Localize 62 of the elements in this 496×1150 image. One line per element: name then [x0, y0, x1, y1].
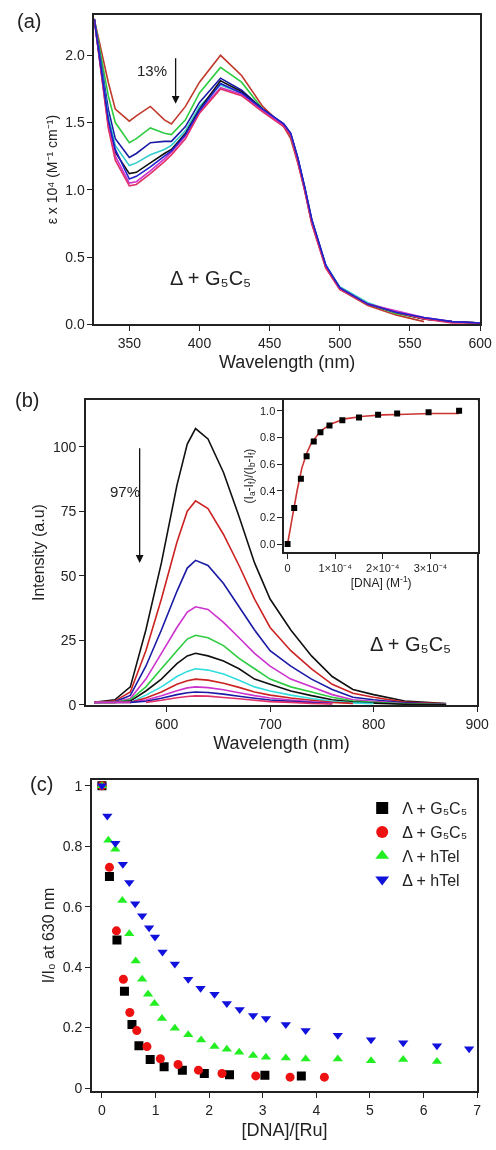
y-tick-label: 0 — [74, 1079, 83, 1096]
x-tick-label: 1 — [151, 1101, 160, 1118]
y-tick-label: 0 — [68, 696, 77, 713]
x-tick-label: 2×10⁻⁴ — [366, 561, 400, 574]
x-axis-title: [DNA]/[Ru] — [241, 1119, 328, 1140]
y-axis-title: Intensity (a.u) — [30, 504, 48, 602]
y-tick-label: 50 — [60, 567, 77, 584]
x-tick-label: 900 — [465, 715, 490, 732]
x-tick-label: 400 — [187, 334, 212, 351]
x-axis-title: Wavelength (nm) — [213, 733, 350, 754]
x-tick-label: 550 — [398, 334, 422, 351]
y-tick-label: 2.0 — [65, 47, 85, 64]
x-tick-label: 2 — [205, 1101, 214, 1118]
y-tick-label: 0.2 — [62, 1019, 83, 1036]
text: (c) — [30, 773, 54, 795]
y-tick-label: 0.5 — [65, 248, 85, 265]
annotation: 97% — [110, 483, 141, 500]
y-tick-label: 0.6 — [62, 898, 83, 915]
annotation: 13% — [137, 62, 168, 79]
x-tick-label: 0 — [98, 1101, 107, 1118]
x-axis-title: Wavelength (nm) — [218, 352, 356, 373]
y-axis-title: I/I₀ at 630 nm — [40, 887, 58, 984]
legend-label: Δ + G₅C₅ — [402, 824, 468, 842]
legend-label: Λ + hTel — [402, 847, 460, 865]
text: (b) — [15, 389, 40, 411]
text: (a) — [17, 10, 42, 32]
x-tick-label: 500 — [328, 334, 352, 351]
y-tick-label: 0.0 — [259, 537, 276, 550]
y-axis-title: ε x 10⁴ (M⁻¹ cm⁻¹) — [44, 114, 61, 225]
x-tick-label: 5 — [366, 1101, 375, 1118]
x-axis-title: [DNA] (M$^{-1}$) — [350, 574, 412, 591]
legend-label: Λ + G₅C₅ — [402, 800, 468, 818]
x-tick-label: 450 — [257, 334, 282, 351]
x-tick-label: 3×10⁻⁴ — [413, 561, 448, 574]
y-tick-label: 0.8 — [259, 431, 276, 444]
y-tick-label: 75 — [60, 503, 77, 520]
y-tick-label: 0.6 — [259, 457, 276, 470]
annotation: Δ + G₅C₅ — [370, 633, 452, 655]
y-tick-label: 1.5 — [65, 114, 85, 131]
y-tick-label: 1.0 — [259, 404, 276, 417]
x-tick-label: 6 — [419, 1101, 428, 1118]
x-tick-label: 3 — [258, 1101, 267, 1118]
x-tick-label: 350 — [117, 334, 142, 351]
x-tick-label: 600 — [468, 334, 493, 351]
x-tick-label: 700 — [258, 715, 282, 732]
x-tick-label: 0 — [284, 561, 291, 574]
y-tick-label: 25 — [60, 632, 77, 649]
y-tick-label: 0.2 — [259, 511, 276, 524]
y-tick-label: 0.8 — [62, 838, 83, 855]
y-tick-label: 0.4 — [62, 959, 83, 976]
x-tick-label: 7 — [473, 1101, 482, 1118]
y-tick-label: 1.0 — [65, 181, 85, 198]
y-tick-label: 0.0 — [65, 316, 85, 333]
x-tick-label: 4 — [312, 1101, 321, 1118]
annotation: Δ + G₅C₅ — [170, 267, 252, 289]
y-tick-label: 100 — [52, 438, 77, 455]
x-tick-label: 800 — [361, 715, 386, 732]
legend-label: Δ + hTel — [402, 871, 460, 889]
y-tick-label: 1 — [74, 777, 83, 794]
x-tick-label: 1×10⁻⁴ — [318, 561, 353, 574]
y-tick-label: 0.4 — [259, 484, 276, 497]
x-tick-label: 600 — [154, 715, 179, 732]
